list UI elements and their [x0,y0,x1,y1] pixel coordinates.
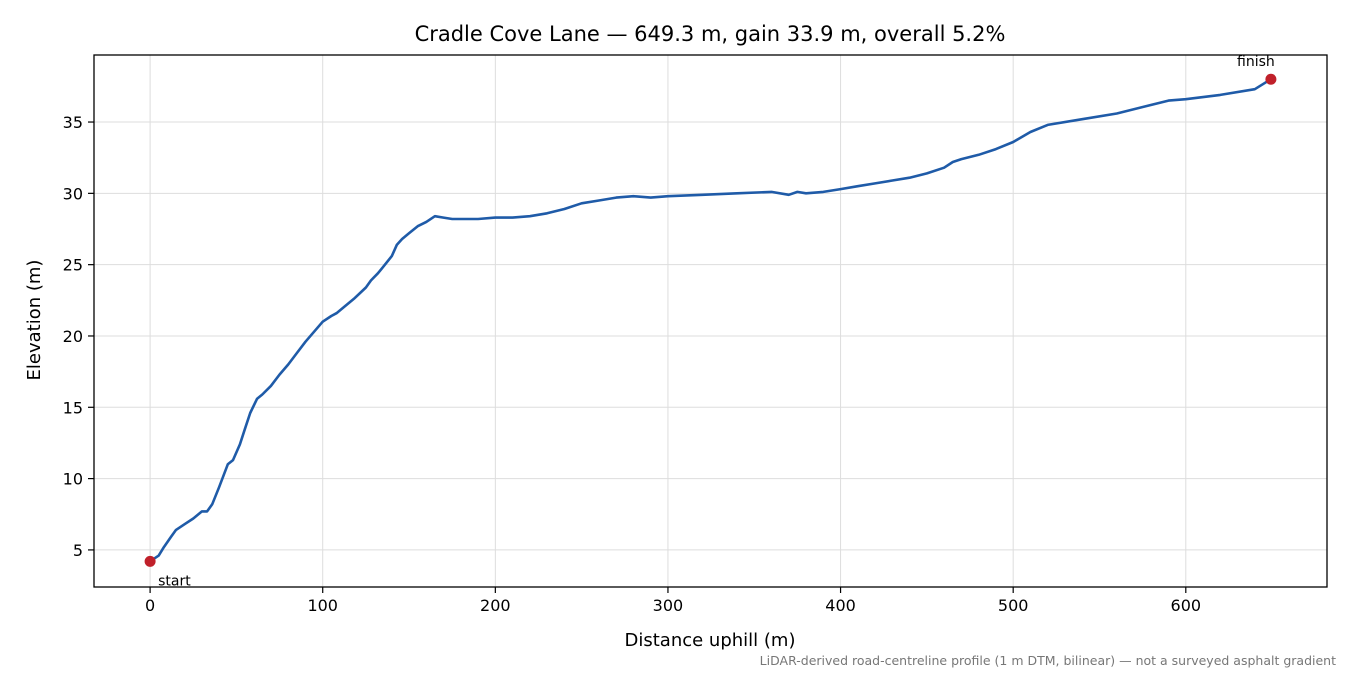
y-tick-label: 5 [73,541,83,560]
finish-marker [1265,73,1277,85]
endpoint-markers: start finish [144,54,1277,589]
x-tick-label: 0 [145,596,155,615]
x-tick-label: 300 [653,596,684,615]
x-tick-label: 400 [825,596,856,615]
x-tick-label: 100 [307,596,338,615]
y-tick-label: 20 [63,327,83,346]
finish-label: finish [1237,54,1275,70]
x-tick-label: 200 [480,596,511,615]
x-tick-label: 500 [998,596,1029,615]
y-tick-label: 25 [63,256,83,275]
axis-ticks: 0 100 200 300 400 500 600 5 10 15 20 25 30 35 [63,113,1201,615]
y-tick-label: 10 [63,470,83,489]
data-source-caption: LiDAR-derived road-centreline profile (1… [760,653,1336,668]
y-tick-label: 35 [63,113,83,132]
start-marker [144,555,156,567]
start-label: start [158,573,191,589]
elevation-line [149,78,1272,563]
x-axis-label: Distance uphill (m) [625,630,796,651]
x-tick-label: 600 [1171,596,1202,615]
plot-area-frame [93,54,1328,588]
gridlines [94,55,1327,587]
y-tick-label: 15 [63,398,83,417]
y-axis-label: Elevation (m) [24,260,45,381]
y-tick-label: 30 [63,184,83,203]
chart-title: Cradle Cove Lane — 649.3 m, gain 33.9 m,… [415,22,1006,46]
